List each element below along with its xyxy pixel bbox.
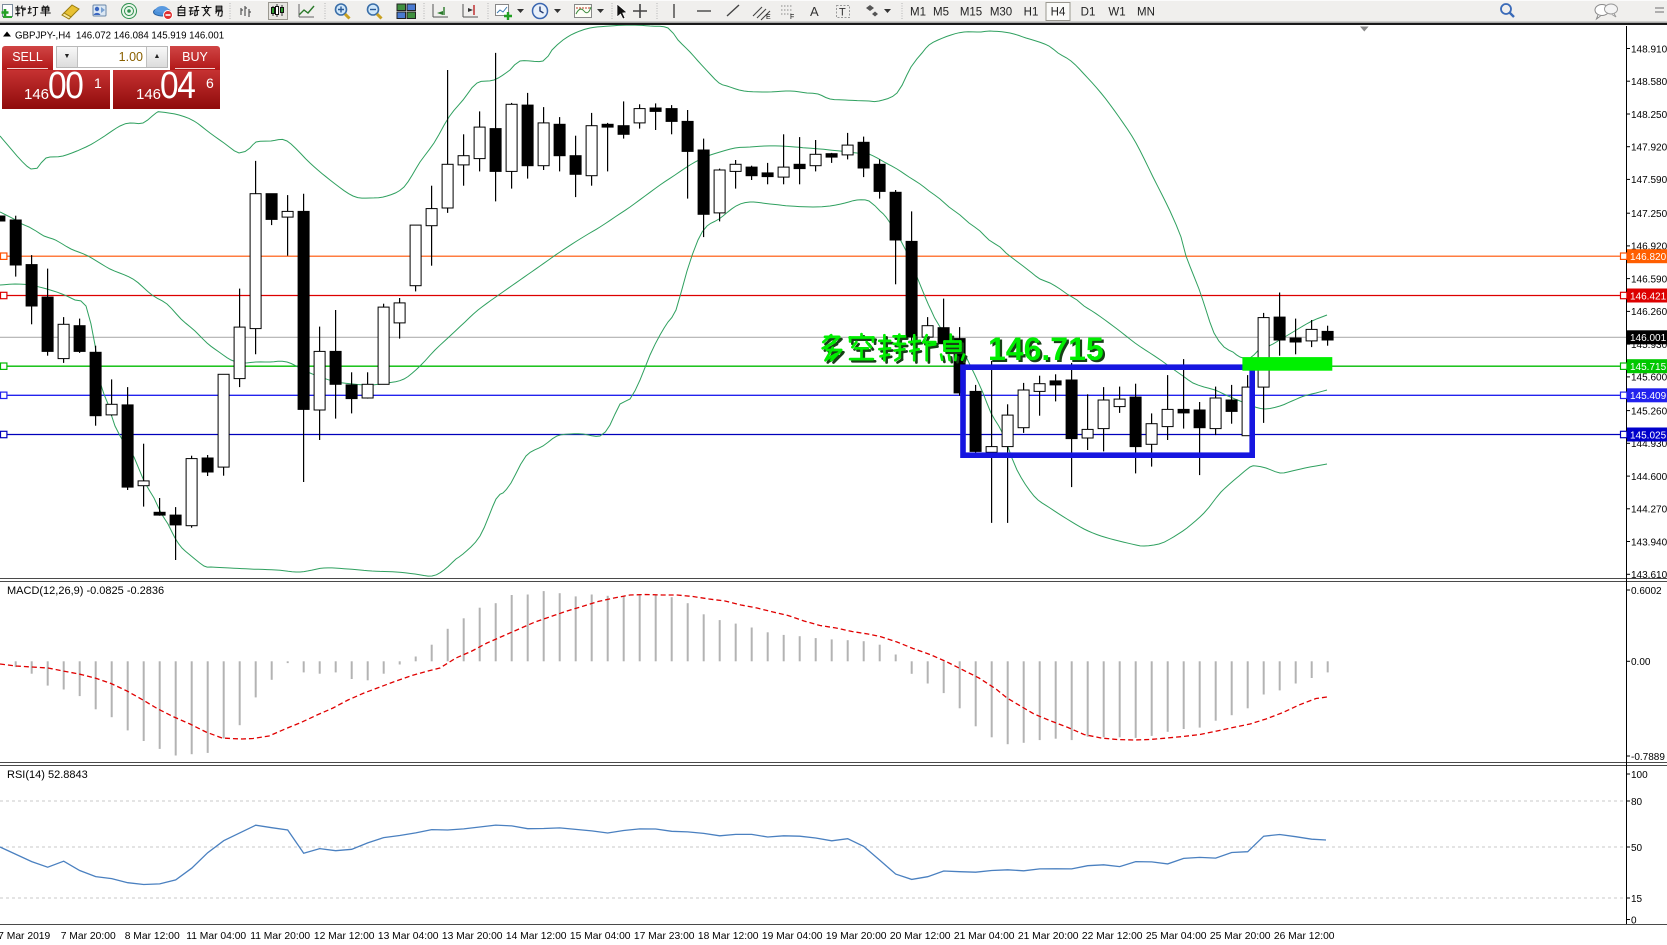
svg-text:0: 0 [1631,915,1637,926]
svg-text:145.409: 145.409 [1630,391,1667,402]
svg-text:50: 50 [1631,843,1643,854]
svg-text:145.715: 145.715 [1630,362,1667,373]
svg-text:147.250: 147.250 [1631,209,1667,220]
svg-text:7 Mar 2019: 7 Mar 2019 [0,931,51,942]
svg-text:146.820: 146.820 [1630,252,1667,263]
svg-text:146.421: 146.421 [1630,291,1667,302]
svg-text:18 Mar 12:00: 18 Mar 12:00 [698,931,759,942]
svg-text:MACD(12,26,9) -0.0825 -0.2836: MACD(12,26,9) -0.0825 -0.2836 [7,585,164,597]
svg-text:22 Mar 12:00: 22 Mar 12:00 [1082,931,1143,942]
svg-text:19 Mar 04:00: 19 Mar 04:00 [762,931,823,942]
svg-text:GBPJPY-,H4 146.072 146.084 14: GBPJPY-,H4 146.072 146.084 145.919 146.0… [15,31,224,42]
svg-text:146.715: 146.715 [990,333,1106,369]
svg-text:25 Mar 04:00: 25 Mar 04:00 [1146,931,1207,942]
svg-text:19 Mar 20:00: 19 Mar 20:00 [826,931,887,942]
svg-text:H1: H1 [1024,7,1039,19]
svg-text:21 Mar 04:00: 21 Mar 04:00 [954,931,1015,942]
svg-text:145.260: 145.260 [1631,406,1667,417]
svg-text:13 Mar 20:00: 13 Mar 20:00 [442,931,503,942]
svg-text:M5: M5 [933,7,949,19]
svg-text:12 Mar 12:00: 12 Mar 12:00 [314,931,375,942]
svg-text:144.270: 144.270 [1631,505,1667,516]
svg-text:-0.7889: -0.7889 [1631,752,1665,763]
svg-text:15: 15 [1631,894,1643,905]
svg-text:13 Mar 04:00: 13 Mar 04:00 [378,931,439,942]
svg-text:144.930: 144.930 [1631,439,1667,450]
svg-text:20 Mar 12:00: 20 Mar 12:00 [890,931,951,942]
svg-text:W1: W1 [1108,7,1125,19]
svg-text:0.00: 0.00 [1631,657,1651,668]
svg-text:148.250: 148.250 [1631,110,1667,121]
svg-text:143.610: 143.610 [1631,570,1667,581]
svg-text:147.920: 147.920 [1631,143,1667,154]
svg-text:M15: M15 [960,7,982,19]
svg-text:8 Mar 12:00: 8 Mar 12:00 [125,931,180,942]
svg-text:7 Mar 20:00: 7 Mar 20:00 [61,931,116,942]
svg-text:21 Mar 20:00: 21 Mar 20:00 [1018,931,1079,942]
svg-text:148.910: 148.910 [1631,44,1667,55]
svg-text:0.6002: 0.6002 [1631,586,1662,597]
svg-text:145.930: 145.930 [1631,340,1667,351]
svg-text:11 Mar 20:00: 11 Mar 20:00 [250,931,310,942]
svg-text:H4: H4 [1051,7,1066,19]
svg-text:M1: M1 [910,7,926,19]
svg-text:D1: D1 [1081,7,1096,19]
svg-text:100: 100 [1631,770,1648,781]
svg-text:14 Mar 12:00: 14 Mar 12:00 [506,931,567,942]
svg-text:143.940: 143.940 [1631,537,1667,548]
svg-text:A: A [810,4,819,19]
svg-text:148.580: 148.580 [1631,77,1667,88]
svg-text:11 Mar 04:00: 11 Mar 04:00 [186,931,246,942]
svg-text:146.590: 146.590 [1631,274,1667,285]
svg-text:147.590: 147.590 [1631,175,1667,186]
svg-text:E: E [766,14,771,21]
svg-text:145.600: 145.600 [1631,373,1667,384]
svg-text:M30: M30 [990,7,1012,19]
svg-text:T: T [839,7,846,19]
svg-text:80: 80 [1631,797,1643,808]
svg-text:146.715: 146.715 [988,331,1104,367]
svg-text:17 Mar 23:00: 17 Mar 23:00 [634,931,695,942]
svg-text:F: F [790,14,794,21]
svg-text:26 Mar 12:00: 26 Mar 12:00 [1274,931,1335,942]
svg-text:25 Mar 20:00: 25 Mar 20:00 [1210,931,1271,942]
svg-text:MN: MN [1137,7,1155,19]
svg-text:144.600: 144.600 [1631,472,1667,483]
svg-text:146.920: 146.920 [1631,242,1667,253]
svg-text:RSI(14) 52.8843: RSI(14) 52.8843 [7,769,88,781]
svg-text:146.001: 146.001 [1630,333,1667,344]
svg-text:146.260: 146.260 [1631,307,1667,318]
svg-text:15 Mar 04:00: 15 Mar 04:00 [570,931,631,942]
svg-text:145.025: 145.025 [1630,430,1667,441]
